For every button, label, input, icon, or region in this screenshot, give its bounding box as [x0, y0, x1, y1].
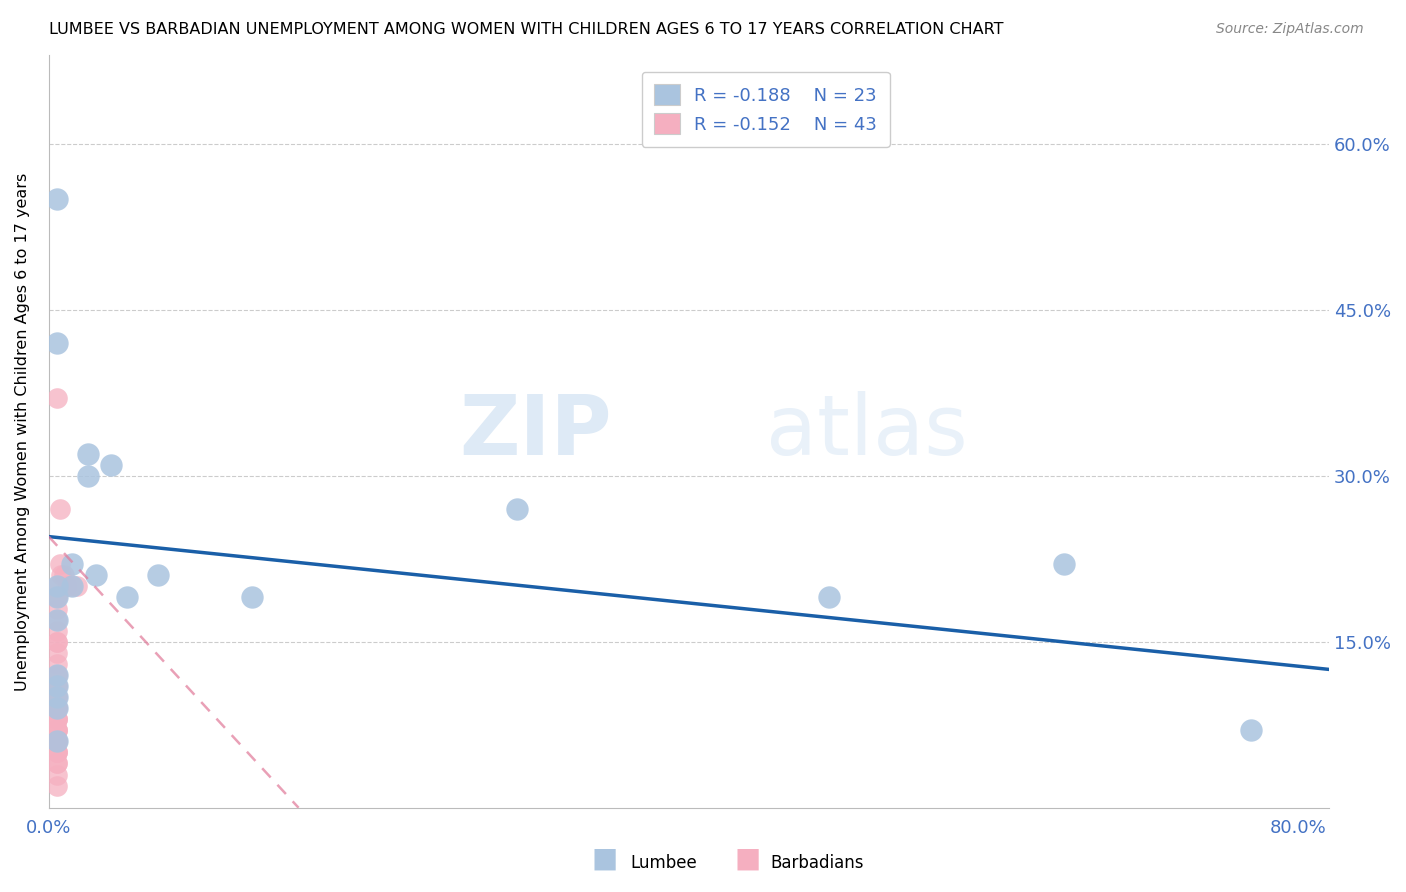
Point: [45, 712, 67, 726]
Text: ■: ■: [735, 845, 761, 872]
Point: [45, 701, 67, 715]
Point: [45, 679, 67, 693]
Point: [45, 391, 67, 405]
Point: [45, 613, 67, 627]
Point: [45, 601, 67, 615]
Text: ZIP: ZIP: [460, 391, 612, 472]
Point: [45, 734, 67, 748]
Point: [45, 668, 67, 682]
Point: [45, 779, 67, 793]
Point: [48, 558, 70, 572]
Text: Source: ZipAtlas.com: Source: ZipAtlas.com: [1216, 22, 1364, 37]
Point: [240, 591, 263, 605]
Point: [45, 668, 67, 682]
Text: ■: ■: [592, 845, 617, 872]
Legend: R = -0.188    N = 23, R = -0.152    N = 43: R = -0.188 N = 23, R = -0.152 N = 43: [641, 71, 890, 147]
Point: [1240, 723, 1263, 738]
Point: [60, 579, 83, 593]
Point: [66, 579, 89, 593]
Point: [45, 679, 67, 693]
Point: [45, 579, 67, 593]
Text: Lumbee: Lumbee: [630, 855, 696, 872]
Point: [45, 690, 67, 704]
Text: Barbadians: Barbadians: [770, 855, 865, 872]
Point: [45, 591, 67, 605]
Point: [45, 690, 67, 704]
Point: [48, 502, 70, 516]
Point: [45, 712, 67, 726]
Point: [84, 568, 107, 582]
Y-axis label: Unemployment Among Women with Children Ages 6 to 17 years: Unemployment Among Women with Children A…: [15, 172, 30, 690]
Point: [45, 734, 67, 748]
Point: [45, 679, 67, 693]
Point: [76, 446, 98, 460]
Point: [45, 624, 67, 638]
Point: [45, 712, 67, 726]
Point: [45, 591, 67, 605]
Point: [45, 335, 67, 350]
Point: [45, 734, 67, 748]
Text: LUMBEE VS BARBADIAN UNEMPLOYMENT AMONG WOMEN WITH CHILDREN AGES 6 TO 17 YEARS CO: LUMBEE VS BARBADIAN UNEMPLOYMENT AMONG W…: [49, 22, 1004, 37]
Point: [45, 756, 67, 771]
Point: [100, 458, 122, 472]
Point: [146, 568, 169, 582]
Point: [60, 579, 83, 593]
Point: [45, 701, 67, 715]
Point: [45, 723, 67, 738]
Point: [45, 734, 67, 748]
Point: [76, 468, 98, 483]
Point: [45, 668, 67, 682]
Point: [45, 746, 67, 760]
Point: [45, 690, 67, 704]
Point: [51, 568, 73, 582]
Point: [45, 746, 67, 760]
Point: [506, 502, 529, 516]
Point: [45, 591, 67, 605]
Point: [45, 192, 67, 206]
Point: [45, 701, 67, 715]
Point: [45, 723, 67, 738]
Point: [45, 723, 67, 738]
Point: [45, 634, 67, 648]
Point: [115, 591, 138, 605]
Point: [45, 646, 67, 660]
Text: atlas: atlas: [766, 391, 967, 472]
Point: [45, 746, 67, 760]
Point: [53, 568, 76, 582]
Point: [45, 701, 67, 715]
Point: [56, 579, 79, 593]
Point: [45, 767, 67, 781]
Point: [45, 756, 67, 771]
Point: [45, 579, 67, 593]
Point: [818, 591, 841, 605]
Point: [45, 657, 67, 671]
Point: [1052, 558, 1074, 572]
Point: [45, 634, 67, 648]
Point: [60, 558, 83, 572]
Point: [45, 613, 67, 627]
